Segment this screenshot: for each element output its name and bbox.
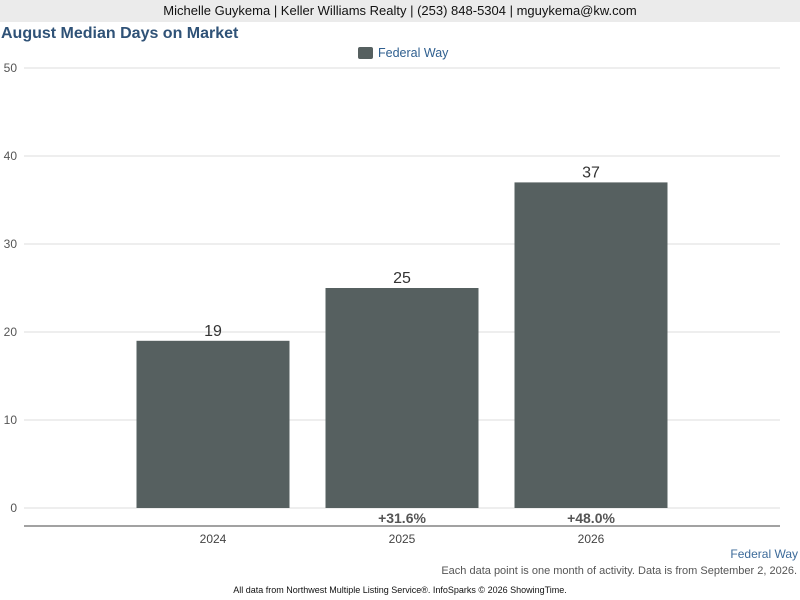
- data-note: Each data point is one month of activity…: [441, 565, 797, 577]
- bar: [514, 182, 668, 508]
- x-tick-label: 2026: [578, 532, 605, 546]
- y-tick-label: 30: [4, 237, 18, 251]
- bar-value-label: 25: [393, 270, 411, 287]
- chart-title: August Median Days on Market: [1, 25, 239, 42]
- source-credit: All data from Northwest Multiple Listing…: [233, 585, 567, 595]
- y-tick-label: 0: [10, 501, 17, 515]
- x-tick-label: 2024: [200, 532, 227, 546]
- x-tick-label: 2025: [389, 532, 416, 546]
- footer-series-label: Federal Way: [730, 547, 798, 561]
- change-label: +31.6%: [378, 510, 426, 526]
- bar: [136, 340, 290, 508]
- y-tick-label: 20: [4, 325, 18, 339]
- chart-legend[interactable]: Federal Way: [358, 45, 448, 61]
- bar: [325, 288, 479, 508]
- contact-header: Michelle Guykema | Keller Williams Realt…: [0, 0, 800, 22]
- legend-label: Federal Way: [378, 46, 449, 60]
- change-label: +48.0%: [567, 510, 615, 526]
- y-tick-label: 40: [4, 149, 18, 163]
- legend-swatch: [358, 47, 373, 59]
- bar-value-label: 19: [204, 323, 222, 340]
- y-tick-label: 10: [4, 413, 18, 427]
- bar-value-label: 37: [582, 164, 600, 181]
- y-tick-label: 50: [4, 61, 18, 75]
